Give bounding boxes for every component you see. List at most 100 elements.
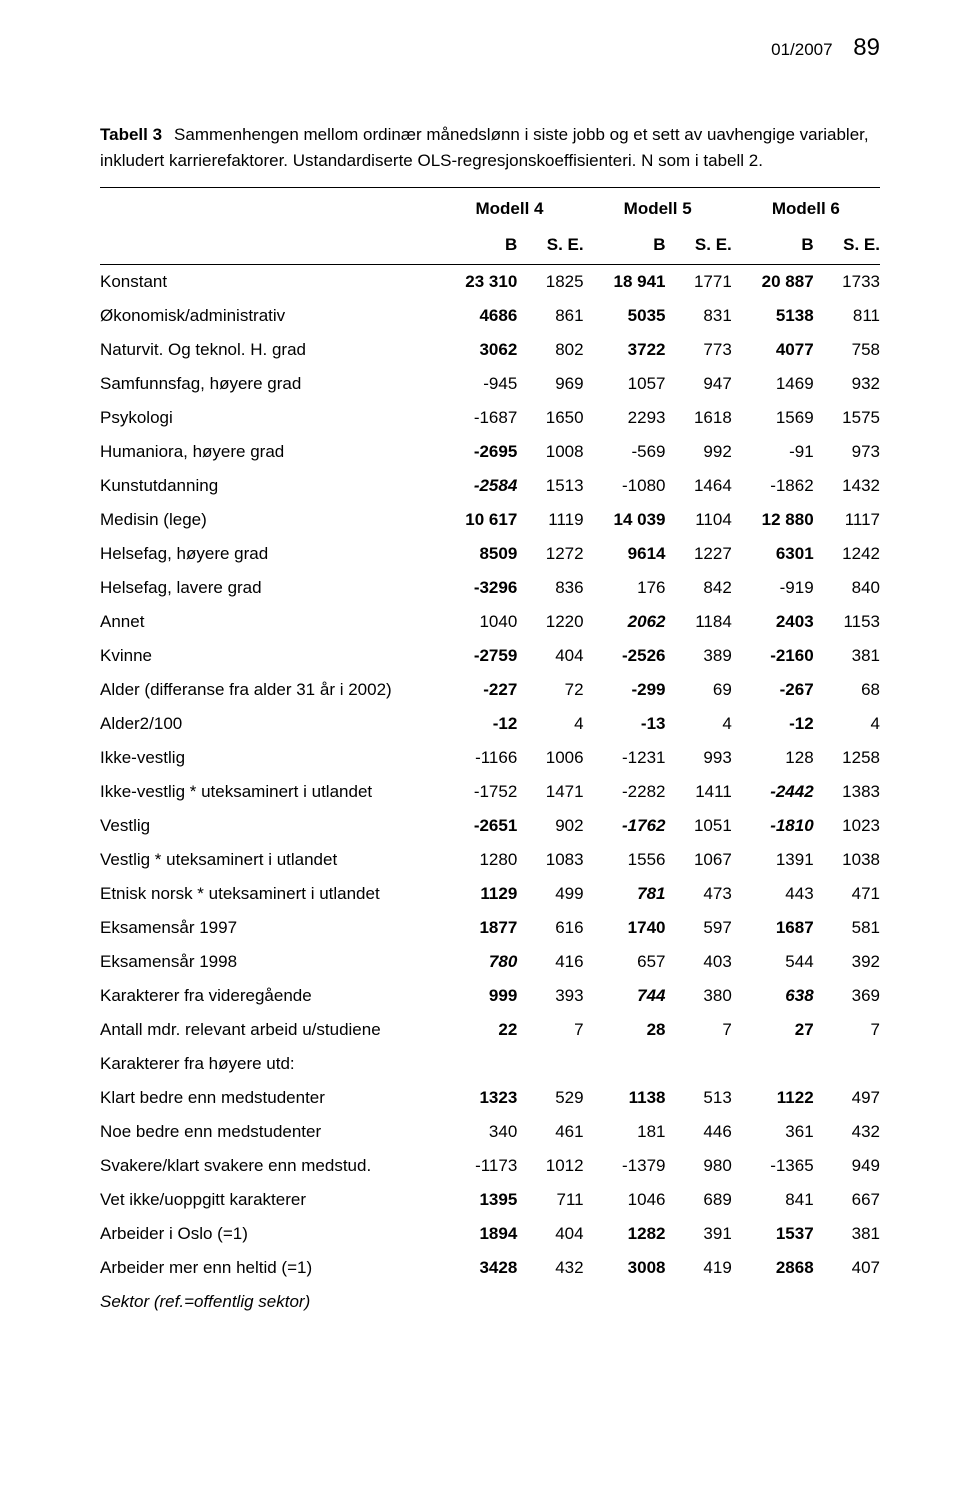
- cell-value: 4: [814, 707, 880, 741]
- cell-value: 7: [665, 1013, 731, 1047]
- cell-value: -1166: [435, 741, 517, 775]
- cell-value: 2403: [732, 605, 814, 639]
- cell-value: 1012: [517, 1149, 583, 1183]
- table-row: Kvinne-2759404-2526389-2160381: [100, 639, 880, 673]
- row-label: Karakterer fra videregående: [100, 979, 435, 1013]
- cell-value: -1379: [584, 1149, 666, 1183]
- cell-value: 667: [814, 1183, 880, 1217]
- cell-value: -13: [584, 707, 666, 741]
- cell-value: 380: [665, 979, 731, 1013]
- cell-value: 432: [517, 1251, 583, 1285]
- cell-value: 369: [814, 979, 880, 1013]
- cell-value: 1464: [665, 469, 731, 503]
- cell-value: -1862: [732, 469, 814, 503]
- cell-value: 597: [665, 911, 731, 945]
- table-row: Ikke-vestlig * uteksaminert i utlandet-1…: [100, 775, 880, 809]
- cell-value: 1040: [435, 605, 517, 639]
- cell-value: 416: [517, 945, 583, 979]
- cell-value: 461: [517, 1115, 583, 1149]
- cell-value: [584, 1047, 666, 1081]
- caption-prefix: Tabell 3: [100, 125, 162, 144]
- cell-value: 711: [517, 1183, 583, 1217]
- cell-value: 1046: [584, 1183, 666, 1217]
- cell-value: 581: [814, 911, 880, 945]
- caption-text: Sammenhengen mellom ordinær månedslønn i…: [100, 125, 869, 170]
- cell-value: 432: [814, 1115, 880, 1149]
- row-label: Naturvit. Og teknol. H. grad: [100, 333, 435, 367]
- cell-value: 471: [814, 877, 880, 911]
- model-header: Modell 4: [435, 188, 583, 229]
- cell-value: 999: [435, 979, 517, 1013]
- table-row: Naturvit. Og teknol. H. grad306280237227…: [100, 333, 880, 367]
- cell-value: 689: [665, 1183, 731, 1217]
- cell-value: 1537: [732, 1217, 814, 1251]
- cell-value: 4077: [732, 333, 814, 367]
- cell-value: 1153: [814, 605, 880, 639]
- cell-value: 744: [584, 979, 666, 1013]
- table-row: Alder (differanse fra alder 31 år i 2002…: [100, 673, 880, 707]
- row-label: Eksamensår 1997: [100, 911, 435, 945]
- cell-value: 361: [732, 1115, 814, 1149]
- issue-label: 01/2007: [771, 40, 832, 59]
- cell-value: 23 310: [435, 265, 517, 300]
- cell-value: 1432: [814, 469, 880, 503]
- cell-value: 841: [732, 1183, 814, 1217]
- cell-value: -3296: [435, 571, 517, 605]
- cell-value: 1038: [814, 843, 880, 877]
- row-label: Arbeider mer enn heltid (=1): [100, 1251, 435, 1285]
- table-row: Kunstutdanning-25841513-10801464-1862143…: [100, 469, 880, 503]
- cell-value: 2293: [584, 401, 666, 435]
- cell-value: 1469: [732, 367, 814, 401]
- cell-value: 1083: [517, 843, 583, 877]
- cell-value: 1008: [517, 435, 583, 469]
- cell-value: 544: [732, 945, 814, 979]
- cell-value: 5035: [584, 299, 666, 333]
- table-row: Psykologi-168716502293161815691575: [100, 401, 880, 435]
- cell-value: 1184: [665, 605, 731, 639]
- table-row: Eksamensår 1998780416657403544392: [100, 945, 880, 979]
- table-row: Ikke-vestlig-11661006-12319931281258: [100, 741, 880, 775]
- table-row: Vet ikke/uoppgitt karakterer139571110466…: [100, 1183, 880, 1217]
- cell-value: 181: [584, 1115, 666, 1149]
- table-model-header-row: Modell 4 Modell 5 Modell 6: [100, 188, 880, 229]
- cell-value: 404: [517, 1217, 583, 1251]
- cell-value: -2584: [435, 469, 517, 503]
- table-row: Sektor (ref.=offentlig sektor): [100, 1285, 880, 1319]
- cell-value: 1119: [517, 503, 583, 537]
- cell-value: 2062: [584, 605, 666, 639]
- cell-value: 1391: [732, 843, 814, 877]
- cell-value: -2759: [435, 639, 517, 673]
- cell-value: 1117: [814, 503, 880, 537]
- cell-value: 392: [814, 945, 880, 979]
- cell-value: 781: [584, 877, 666, 911]
- row-label: Humaniora, høyere grad: [100, 435, 435, 469]
- cell-value: 1877: [435, 911, 517, 945]
- row-label: Alder (differanse fra alder 31 år i 2002…: [100, 673, 435, 707]
- cell-value: 2868: [732, 1251, 814, 1285]
- col-header-b: B: [435, 228, 517, 265]
- cell-value: -12: [435, 707, 517, 741]
- cell-value: -919: [732, 571, 814, 605]
- page-number: 89: [853, 34, 880, 61]
- table-row: Arbeider i Oslo (=1)18944041282391153738…: [100, 1217, 880, 1251]
- table-row: Svakere/klart svakere enn medstud.-11731…: [100, 1149, 880, 1183]
- row-label: Eksamensår 1998: [100, 945, 435, 979]
- cell-value: -227: [435, 673, 517, 707]
- row-label: Samfunnsfag, høyere grad: [100, 367, 435, 401]
- cell-value: 1280: [435, 843, 517, 877]
- row-label: Økonomisk/administrativ: [100, 299, 435, 333]
- cell-value: 14 039: [584, 503, 666, 537]
- regression-table: Modell 4 Modell 5 Modell 6 B S. E. B S. …: [100, 187, 880, 1319]
- cell-value: 840: [814, 571, 880, 605]
- cell-value: -91: [732, 435, 814, 469]
- cell-value: [814, 1285, 880, 1319]
- cell-value: 389: [665, 639, 731, 673]
- cell-value: -2695: [435, 435, 517, 469]
- cell-value: 393: [517, 979, 583, 1013]
- cell-value: -569: [584, 435, 666, 469]
- table-row: Klart bedre enn medstudenter132352911385…: [100, 1081, 880, 1115]
- cell-value: [732, 1047, 814, 1081]
- cell-value: 992: [665, 435, 731, 469]
- cell-value: 176: [584, 571, 666, 605]
- row-label: Vet ikke/uoppgitt karakterer: [100, 1183, 435, 1217]
